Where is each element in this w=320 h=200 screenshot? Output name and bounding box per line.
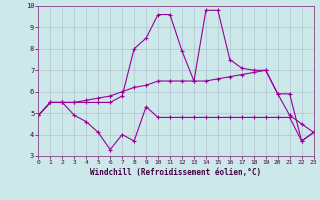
X-axis label: Windchill (Refroidissement éolien,°C): Windchill (Refroidissement éolien,°C) bbox=[91, 168, 261, 177]
